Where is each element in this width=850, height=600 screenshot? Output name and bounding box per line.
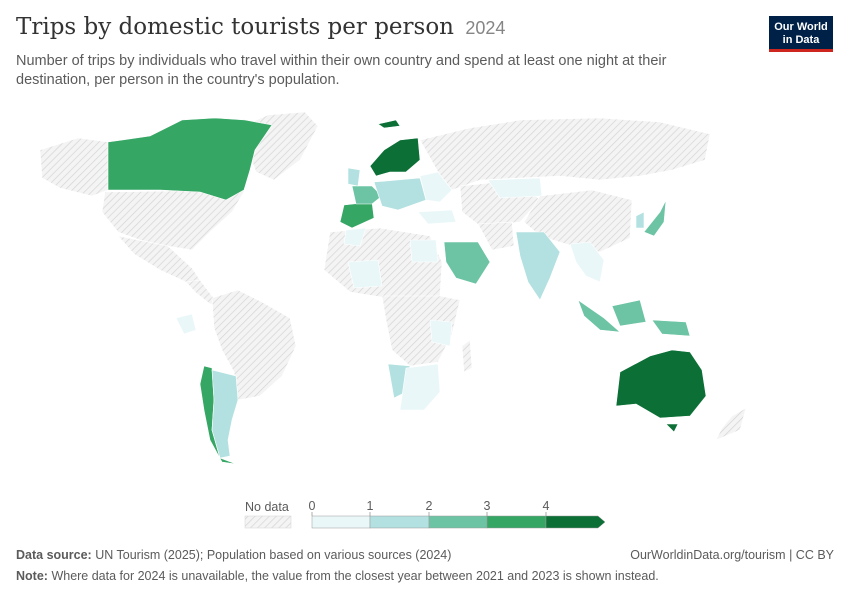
legend-bin-2-3 bbox=[428, 515, 488, 529]
region-tasmania[interactable] bbox=[665, 423, 679, 433]
region-russia[interactable] bbox=[419, 117, 711, 191]
title-text: Trips by domestic tourists per person bbox=[16, 14, 454, 40]
legend-bin-3-4 bbox=[486, 515, 547, 529]
logo-line-2: in Data bbox=[782, 34, 820, 46]
source-text: UN Tourism (2025); Population based on v… bbox=[95, 548, 452, 562]
legend: No data 0 1 2 3 4 bbox=[244, 499, 606, 529]
region-saudi-arabia[interactable] bbox=[443, 241, 491, 285]
legend-no-data-swatch bbox=[244, 515, 292, 529]
note-text: Where data for 2024 is unavailable, the … bbox=[51, 569, 659, 583]
chart-title: Trips by domestic tourists per person 20… bbox=[16, 14, 505, 40]
owid-logo[interactable]: Our World in Data bbox=[769, 16, 833, 52]
region-east-africa[interactable] bbox=[381, 295, 461, 367]
region-argentina[interactable] bbox=[211, 369, 239, 459]
footer-source: Data source: UN Tourism (2025); Populati… bbox=[16, 548, 451, 562]
legend-tick-1: 1 bbox=[367, 499, 374, 513]
region-canada[interactable] bbox=[107, 117, 273, 201]
region-south-america-north[interactable] bbox=[211, 289, 297, 401]
region-morocco[interactable] bbox=[343, 227, 367, 247]
note-label: Note: bbox=[16, 569, 48, 583]
region-madagascar[interactable] bbox=[461, 339, 473, 373]
region-sahel[interactable] bbox=[347, 259, 383, 289]
legend-tick-4: 4 bbox=[543, 499, 550, 513]
region-alaska[interactable] bbox=[39, 137, 109, 197]
region-uk[interactable] bbox=[347, 167, 361, 187]
region-new-zealand[interactable] bbox=[715, 407, 747, 441]
region-turkey[interactable] bbox=[417, 209, 457, 225]
region-japan[interactable] bbox=[643, 199, 667, 237]
title-year: 2024 bbox=[465, 18, 506, 38]
region-southern-africa[interactable] bbox=[399, 363, 441, 411]
region-southeast-asia[interactable] bbox=[569, 241, 605, 283]
logo-line-1: Our World bbox=[774, 21, 828, 33]
source-label: Data source: bbox=[16, 548, 92, 562]
region-usa[interactable] bbox=[101, 189, 246, 251]
legend-tick-0: 0 bbox=[309, 499, 316, 513]
region-indonesia[interactable] bbox=[577, 299, 691, 337]
region-china[interactable] bbox=[523, 189, 633, 253]
legend-bin-over-4 bbox=[545, 515, 606, 529]
region-korea[interactable] bbox=[635, 211, 645, 229]
legend-no-data-label: No data bbox=[245, 500, 289, 514]
world-map[interactable] bbox=[0, 100, 850, 490]
region-france[interactable] bbox=[351, 185, 383, 205]
legend-tick-2: 2 bbox=[426, 499, 433, 513]
region-spain[interactable] bbox=[339, 201, 375, 229]
region-svalbard[interactable] bbox=[377, 119, 401, 129]
legend-bin-0-1 bbox=[311, 515, 371, 529]
region-scandinavia[interactable] bbox=[369, 137, 421, 177]
footer-note: Note: Where data for 2024 is unavailable… bbox=[16, 569, 659, 583]
footer-url[interactable]: OurWorldinData.org/tourism | CC BY bbox=[630, 548, 834, 562]
region-india[interactable] bbox=[515, 231, 561, 301]
legend-tick-3: 3 bbox=[484, 499, 491, 513]
region-egypt[interactable] bbox=[409, 239, 439, 263]
legend-bin-1-2 bbox=[369, 515, 430, 529]
region-eastern-europe[interactable] bbox=[419, 171, 453, 203]
region-central-europe[interactable] bbox=[373, 177, 427, 211]
region-colombia[interactable] bbox=[175, 313, 197, 335]
region-north-africa[interactable] bbox=[323, 227, 443, 301]
region-australia[interactable] bbox=[615, 349, 707, 419]
region-iran[interactable] bbox=[477, 221, 515, 251]
region-tanzania[interactable] bbox=[429, 319, 453, 347]
chart-subtitle: Number of trips by individuals who trave… bbox=[16, 53, 667, 88]
